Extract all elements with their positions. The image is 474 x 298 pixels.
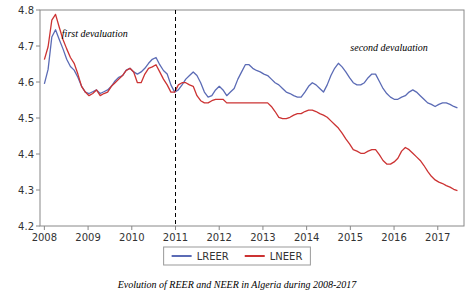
y-tick-label: 4.3 (18, 185, 34, 196)
x-tick-label: 2009 (75, 232, 100, 243)
y-tick-label: 4.7 (18, 41, 34, 52)
legend: LREER LNEER (164, 247, 311, 265)
x-tick-label: 2012 (206, 232, 231, 243)
legend-label: LREER (197, 251, 229, 262)
x-tick-label: 2011 (163, 232, 188, 243)
y-tick-label: 4.6 (18, 77, 34, 88)
x-tick-label: 2017 (425, 232, 450, 243)
x-tick-label: 2008 (32, 232, 57, 243)
legend-label: LNEER (270, 251, 303, 262)
caption: Evolution of REER and NEER in Algeria du… (117, 279, 358, 290)
y-tick (36, 10, 40, 11)
x-tick-label: 2010 (119, 232, 144, 243)
y-tick-label: 4.5 (18, 113, 34, 124)
series-line (44, 30, 457, 108)
legend-swatch (172, 255, 192, 257)
legend-item: LREER (172, 251, 229, 262)
x-tick (219, 226, 220, 230)
x-tick-label: 2014 (294, 232, 319, 243)
annotation: first devaluation (62, 28, 128, 39)
series-line (44, 14, 457, 190)
x-tick (350, 226, 351, 230)
legend-box (164, 247, 311, 265)
y-tick (36, 118, 40, 119)
x-tick (262, 226, 263, 230)
x-tick (44, 226, 45, 230)
plot-frame (40, 10, 464, 226)
x-tick-label: 2015 (338, 232, 363, 243)
y-tick (36, 82, 40, 83)
annotation: second devaluation (350, 42, 427, 53)
vline (175, 10, 176, 226)
x-tick (437, 226, 438, 230)
legend-swatch (245, 255, 265, 257)
y-tick (36, 226, 40, 227)
x-tick-label: 2016 (381, 232, 406, 243)
legend-item: LNEER (245, 251, 303, 262)
y-tick (36, 154, 40, 155)
plot-lines (44, 10, 457, 226)
x-tick (175, 226, 176, 230)
x-tick (131, 226, 132, 230)
y-tick-label: 4.8 (18, 5, 34, 16)
x-tick (306, 226, 307, 230)
x-tick (88, 226, 89, 230)
chart: 4.2 4.3 4.4 4.5 4.6 4.7 4.8 2008 2009 2010 2011 201… (0, 0, 474, 298)
y-tick-label: 4.2 (18, 221, 34, 232)
x-tick (394, 226, 395, 230)
y-tick (36, 190, 40, 191)
x-tick-label: 2013 (250, 232, 275, 243)
y-tick (36, 46, 40, 47)
y-tick-label: 4.4 (18, 149, 34, 160)
